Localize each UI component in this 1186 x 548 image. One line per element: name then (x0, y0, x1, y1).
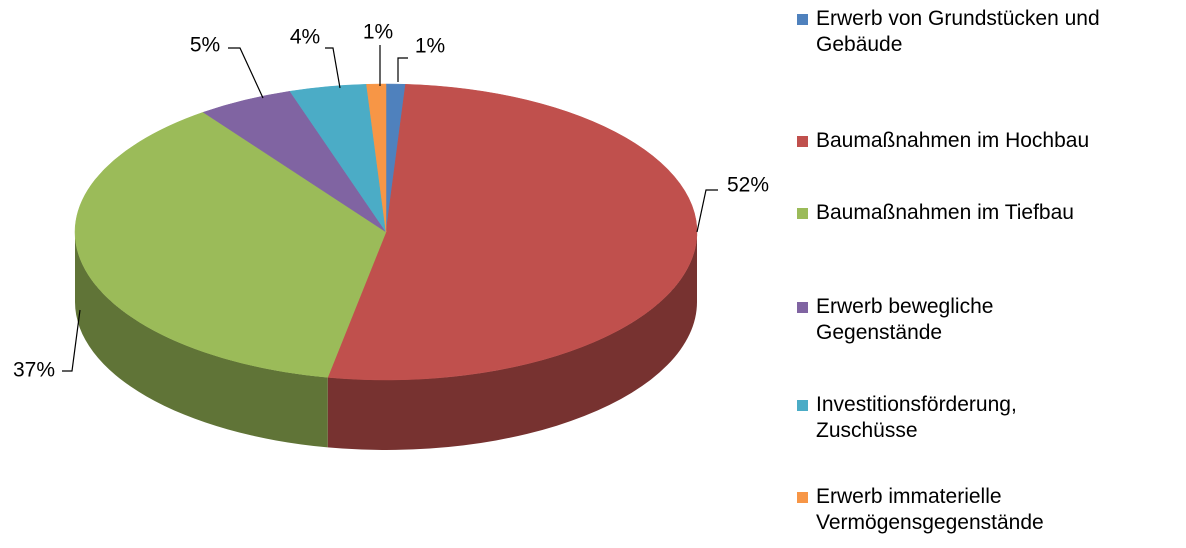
data-label: 37% (13, 359, 55, 382)
slice (366, 83, 387, 233)
pie-plot: 1% 52% 37% 5% 4% 1% (13, 21, 769, 450)
legend-label: Baumaßnahmen im Hochbau (816, 129, 1090, 152)
legend-swatch (797, 208, 808, 219)
legend-item: Investitionsförderung, Zuschüsse (797, 392, 1182, 444)
legend-swatch (797, 492, 808, 503)
legend-label: Erwerb von Grundstücken und Gebäude (816, 7, 1100, 56)
legend-label: Erwerb bewegliche Gegenstände (816, 295, 994, 344)
leader-line (62, 309, 81, 372)
legend-item: Erwerb bewegliche Gegenstände (797, 294, 1182, 346)
legend-item: Baumaßnahmen im Tiefbau (797, 200, 1182, 226)
slice-sides (75, 232, 697, 450)
data-label: 5% (190, 34, 220, 57)
slice-side (75, 232, 328, 448)
leader-line (325, 47, 341, 89)
data-label: 4% (290, 26, 320, 49)
data-label: 1% (415, 35, 445, 58)
legend-item: Erwerb immaterielle Vermögensgegenstände (797, 484, 1182, 536)
legend-swatch (797, 302, 808, 313)
leader-line (696, 189, 718, 233)
legend-swatch (797, 400, 808, 411)
slice (327, 84, 698, 381)
leader-line (397, 57, 408, 82)
data-label: 52% (727, 174, 769, 197)
legend-label: Erwerb immaterielle Vermögensgegenstände (816, 485, 1044, 534)
legend-swatch (797, 136, 808, 147)
slice (74, 111, 387, 378)
legend-item: Baumaßnahmen im Hochbau (797, 128, 1182, 154)
legend-swatch (797, 14, 808, 25)
slice-side (327, 232, 697, 450)
legend-label: Investitionsförderung, Zuschüsse (816, 393, 1017, 442)
legend-label: Baumaßnahmen im Tiefbau (816, 201, 1074, 224)
data-label: 1% (363, 21, 393, 44)
legend-item: Erwerb von Grundstücken und Gebäude (797, 6, 1182, 58)
leader-line (228, 47, 264, 99)
